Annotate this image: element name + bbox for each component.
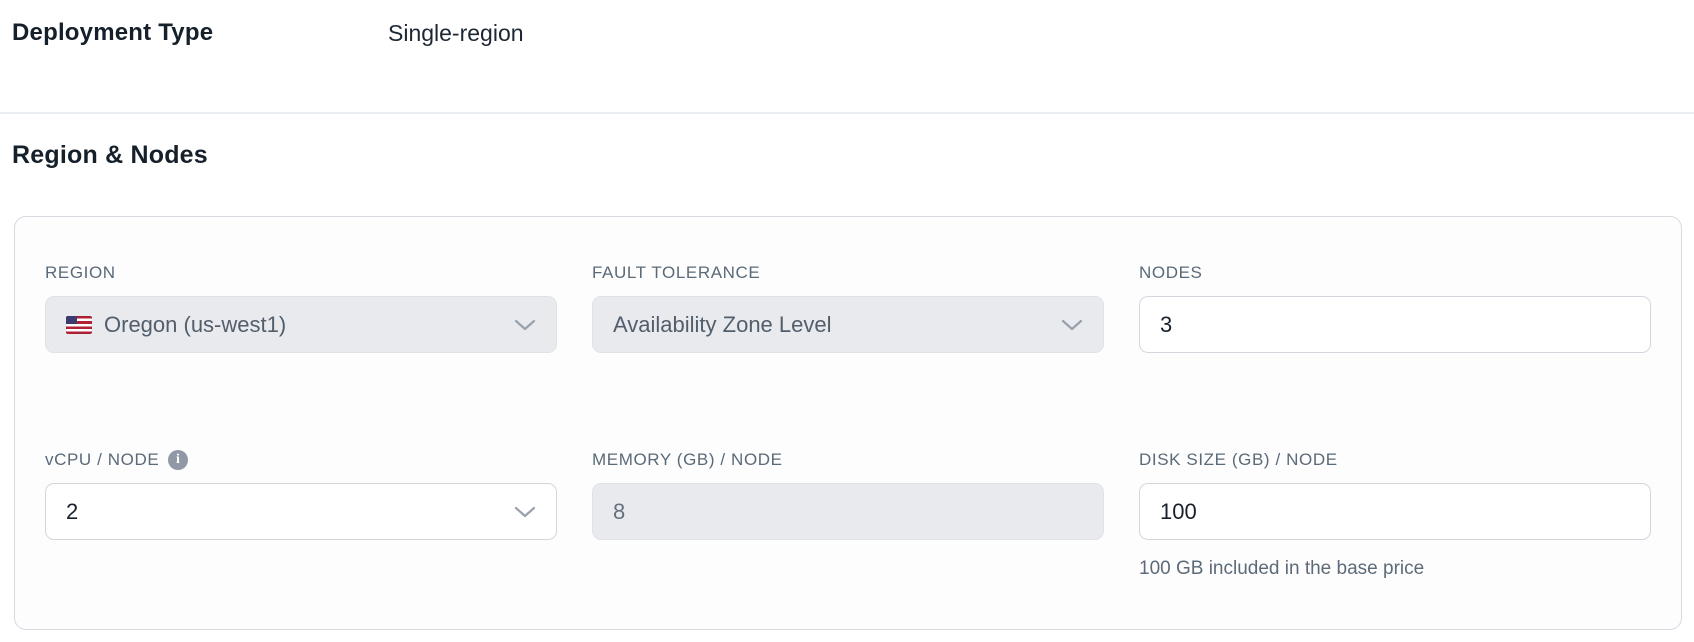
fault-tolerance-select-value: Availability Zone Level — [613, 311, 832, 337]
memory-input — [592, 483, 1104, 540]
region-field: REGION Oregon (us-west1) — [45, 262, 557, 353]
us-flag-icon — [66, 315, 92, 334]
chevron-down-icon — [1061, 319, 1083, 331]
region-select: Oregon (us-west1) — [45, 296, 557, 353]
nodes-label-text: NODES — [1139, 263, 1203, 282]
nodes-label: NODES — [1139, 262, 1651, 283]
disk-size-field: DISK SIZE (GB) / NODE 100 GB included in… — [1139, 449, 1651, 581]
disk-size-input[interactable] — [1139, 483, 1651, 540]
vcpu-select[interactable]: 2 — [45, 483, 557, 540]
memory-label-text: MEMORY (GB) / NODE — [592, 450, 783, 469]
fields-grid: REGION Oregon (us-west1) FAULT TOLERANCE — [45, 262, 1651, 581]
region-select-value: Oregon (us-west1) — [104, 311, 287, 337]
memory-field: MEMORY (GB) / NODE — [592, 449, 1104, 581]
fault-tolerance-label: FAULT TOLERANCE — [592, 262, 1104, 283]
fault-tolerance-label-text: FAULT TOLERANCE — [592, 263, 761, 282]
section-divider — [0, 112, 1694, 114]
info-icon[interactable]: i — [168, 449, 189, 470]
disk-size-label: DISK SIZE (GB) / NODE — [1139, 449, 1651, 470]
chevron-down-icon — [514, 506, 536, 518]
memory-label: MEMORY (GB) / NODE — [592, 449, 1104, 470]
vcpu-select-value: 2 — [66, 498, 79, 524]
deployment-type-value: Single-region — [388, 20, 524, 46]
nodes-field: NODES — [1139, 262, 1651, 353]
region-label: REGION — [45, 262, 557, 283]
region-label-text: REGION — [45, 263, 116, 282]
disk-size-helper-text: 100 GB included in the base price — [1139, 558, 1425, 579]
fault-tolerance-field: FAULT TOLERANCE Availability Zone Level — [592, 262, 1104, 353]
disk-size-label-text: DISK SIZE (GB) / NODE — [1139, 450, 1338, 469]
chevron-down-icon — [514, 319, 536, 331]
vcpu-field: vCPU / NODE i 2 — [45, 449, 557, 581]
region-nodes-card: REGION Oregon (us-west1) FAULT TOLERANCE — [14, 216, 1682, 630]
deployment-type-row: Deployment Type Single-region — [0, 0, 1694, 49]
deployment-type-label: Deployment Type — [12, 19, 214, 46]
vcpu-label: vCPU / NODE i — [45, 449, 557, 470]
section-title: Region & Nodes — [12, 141, 208, 169]
vcpu-label-text: vCPU / NODE — [45, 450, 160, 469]
fault-tolerance-select: Availability Zone Level — [592, 296, 1104, 353]
nodes-input[interactable] — [1139, 296, 1651, 353]
